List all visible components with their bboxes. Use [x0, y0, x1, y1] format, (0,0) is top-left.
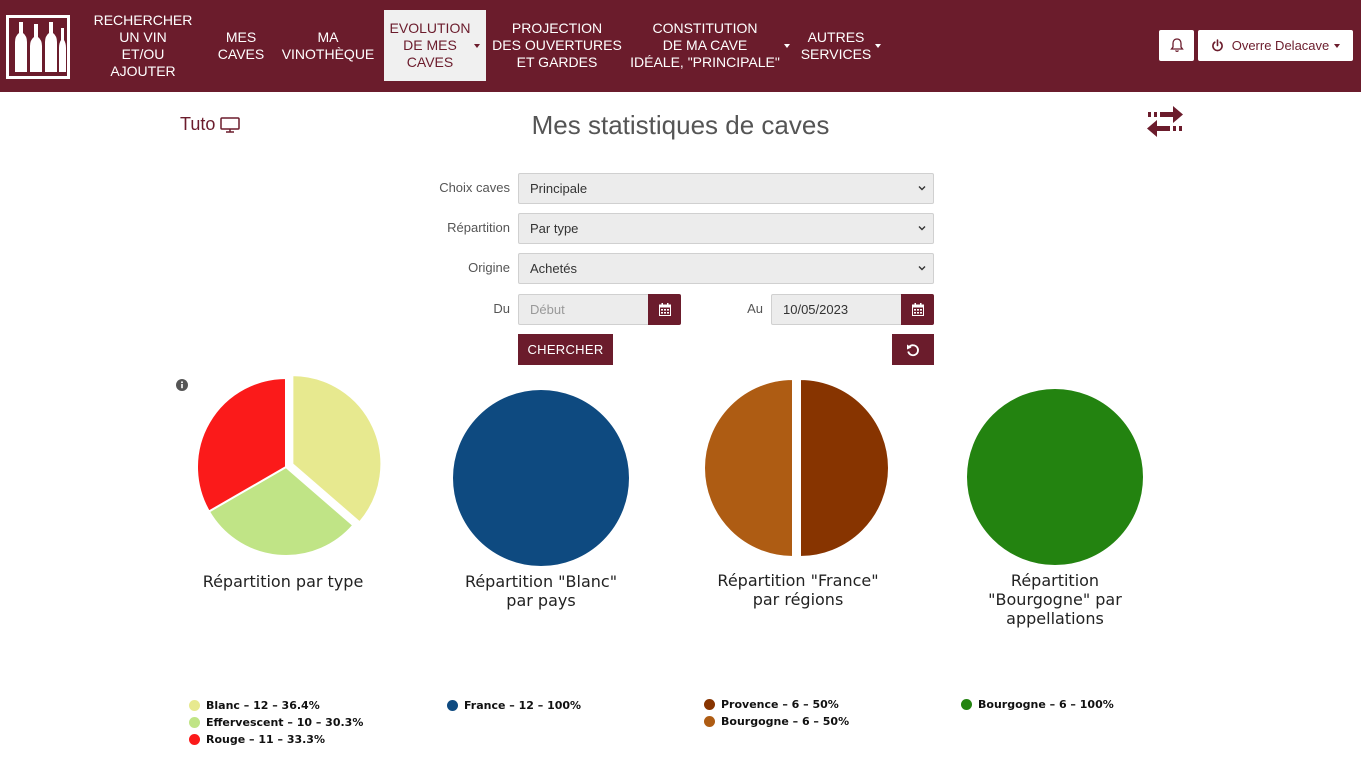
- swap-arrows-icon[interactable]: [1146, 106, 1184, 138]
- legend-dot: [961, 699, 972, 710]
- legend-label: Blanc – 12 – 36.4%: [206, 699, 320, 712]
- legend-dot: [704, 699, 715, 710]
- nav-evolution-label: EVOLUTION DE MES CAVES: [389, 20, 471, 70]
- page-title: Mes statistiques de caves: [531, 110, 830, 140]
- pie-slice-blanc[interactable]: [291, 374, 383, 524]
- calendar-icon: [658, 303, 671, 316]
- monitor-icon: [220, 116, 241, 133]
- legend-label: Rouge – 11 – 33.3%: [206, 733, 325, 746]
- date-debut-calendar-button[interactable]: [648, 294, 681, 325]
- nav-mes-caves-label: MES CAVES: [217, 28, 265, 62]
- du-label: Du: [493, 301, 510, 316]
- chart-legend-regions: Provence – 6 – 50% Bourgogne – 6 – 50%: [704, 696, 849, 730]
- caret-down-icon: [1334, 43, 1341, 48]
- legend-label: France – 12 – 100%: [464, 699, 582, 712]
- date-fin-value: 10/05/2023: [783, 302, 849, 317]
- repartition-select[interactable]: Par type: [518, 213, 934, 244]
- nav-evolution[interactable]: EVOLUTION DE MES CAVES: [384, 10, 486, 81]
- caret-down-icon: [783, 43, 790, 48]
- chart-legend-appellations: Bourgogne – 6 – 100%: [961, 696, 1114, 713]
- nav-vinotheque-label: MA VINOTHÈQUE: [281, 28, 375, 62]
- chart-title-pays: Répartition "Blanc" par pays: [464, 572, 618, 610]
- nav-vinotheque[interactable]: MA VINOTHÈQUE: [278, 10, 378, 81]
- legend-item[interactable]: Bourgogne – 6 – 50%: [704, 713, 849, 730]
- nav-constitution-label: CONSTITUTION DE MA CAVE IDÉALE, "PRINCIP…: [630, 20, 780, 70]
- chart-legend-pays: France – 12 – 100%: [447, 697, 581, 714]
- origine-select-value: Achetés: [530, 261, 577, 276]
- legend-dot: [189, 734, 200, 745]
- chevron-down-icon: [918, 186, 926, 191]
- nav-constitution[interactable]: CONSTITUTION DE MA CAVE IDÉALE, "PRINCIP…: [630, 10, 790, 81]
- date-fin-input[interactable]: 10/05/2023: [771, 294, 902, 325]
- legend-label: Provence – 6 – 50%: [721, 698, 839, 711]
- nav-autres-services[interactable]: AUTRES SERVICES: [800, 10, 882, 81]
- legend-label: Bourgogne – 6 – 50%: [721, 715, 850, 728]
- legend-label: Effervescent – 10 – 30.3%: [206, 716, 364, 729]
- nav-projection-label: PROJECTION DES OUVERTURES ET GARDES: [492, 20, 622, 70]
- caves-select[interactable]: Principale: [518, 173, 934, 204]
- au-label: Au: [747, 301, 763, 316]
- undo-icon: [907, 343, 919, 356]
- pie-slice-effervescent[interactable]: [207, 465, 355, 557]
- info-icon[interactable]: [176, 379, 188, 391]
- search-button[interactable]: CHERCHER: [518, 334, 613, 365]
- legend-item[interactable]: France – 12 – 100%: [447, 697, 581, 714]
- repartition-label: Répartition: [447, 220, 510, 235]
- caret-down-icon: [875, 43, 882, 48]
- legend-item[interactable]: Effervescent – 10 – 30.3%: [189, 714, 363, 731]
- tuto-link[interactable]: Tuto: [180, 114, 241, 135]
- notifications-button[interactable]: [1159, 30, 1194, 61]
- date-debut-placeholder: Début: [530, 302, 565, 317]
- pie-slice-provence[interactable]: [799, 377, 890, 559]
- legend-dot: [447, 700, 458, 711]
- caret-down-icon: [474, 43, 481, 48]
- pie-slice-bourgogne[interactable]: [965, 387, 1145, 567]
- legend-item[interactable]: Blanc – 12 – 36.4%: [189, 697, 363, 714]
- pie-slice-bourgogne[interactable]: [703, 377, 794, 559]
- chevron-down-icon: [918, 266, 926, 271]
- nav-rechercher-label: RECHERCHER UN VIN ET/OU AJOUTER: [93, 11, 193, 79]
- bell-icon: [1169, 38, 1184, 53]
- legend-label: Bourgogne – 6 – 100%: [978, 698, 1114, 711]
- chart-title-appellations: Répartition "Bourgogne" par appellations: [988, 571, 1122, 628]
- user-menu-button[interactable]: Overre Delacave: [1198, 30, 1353, 61]
- top-navbar: RECHERCHER UN VIN ET/OU AJOUTER MES CAVE…: [0, 0, 1361, 92]
- chart-legend-type: Blanc – 12 – 36.4% Effervescent – 10 – 30…: [189, 697, 363, 748]
- nav-mes-caves[interactable]: MES CAVES: [210, 10, 272, 81]
- legend-dot: [704, 716, 715, 727]
- caves-label: Choix caves: [439, 180, 510, 195]
- bottles-icon: [15, 22, 66, 72]
- date-debut-input[interactable]: Début: [518, 294, 649, 325]
- legend-item[interactable]: Provence – 6 – 50%: [704, 696, 849, 713]
- power-icon: [1211, 39, 1223, 52]
- nav-rechercher[interactable]: RECHERCHER UN VIN ET/OU AJOUTER: [88, 10, 198, 81]
- calendar-icon: [911, 303, 924, 316]
- logo[interactable]: [6, 15, 70, 79]
- origine-label: Origine: [468, 260, 510, 275]
- chart-title-regions: Répartition "France" par régions: [717, 571, 879, 609]
- tuto-label: Tuto: [180, 114, 216, 134]
- caves-select-value: Principale: [530, 181, 588, 196]
- legend-item[interactable]: Rouge – 11 – 33.3%: [189, 731, 363, 748]
- user-name: Overre Delacave: [1231, 38, 1330, 53]
- origine-select[interactable]: Achetés: [518, 253, 934, 284]
- chart-title-type: Répartition par type: [202, 572, 364, 591]
- legend-dot: [189, 717, 200, 728]
- nav-projection[interactable]: PROJECTION DES OUVERTURES ET GARDES: [492, 10, 622, 81]
- legend-item[interactable]: Bourgogne – 6 – 100%: [961, 696, 1114, 713]
- date-fin-calendar-button[interactable]: [901, 294, 934, 325]
- pie-slice-rouge[interactable]: [196, 376, 287, 513]
- reset-button[interactable]: [892, 334, 934, 365]
- pie-slice-france[interactable]: [451, 388, 631, 568]
- nav-autres-services-label: AUTRES SERVICES: [800, 28, 872, 62]
- legend-dot: [189, 700, 200, 711]
- chevron-down-icon: [918, 226, 926, 231]
- repartition-select-value: Par type: [530, 221, 579, 236]
